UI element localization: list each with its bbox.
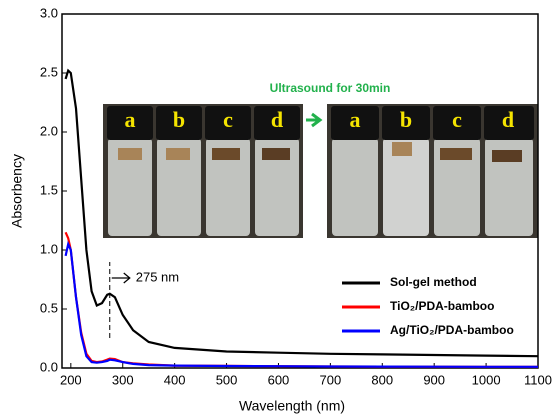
x-tick-label: 800 xyxy=(371,372,393,387)
vial-label: c xyxy=(452,107,462,132)
x-tick-label: 400 xyxy=(164,372,186,387)
x-tick-label: 600 xyxy=(268,372,290,387)
x-tick-label: 1100 xyxy=(524,372,552,387)
vial-label: b xyxy=(400,107,412,132)
vial-label: b xyxy=(173,107,185,132)
inset-caption: Ultrasound for 30min xyxy=(270,81,391,95)
vial-label: a xyxy=(350,107,361,132)
chart: Ultrasound for 30min Wavelength (nm) Abs… xyxy=(0,0,556,418)
y-tick-label: 0.5 xyxy=(40,300,58,315)
annotation-arrow xyxy=(112,273,130,283)
x-axis-title: Wavelength (nm) xyxy=(239,398,345,414)
y-tick-label: 1.5 xyxy=(40,182,58,197)
y-axis-title: Absorbency xyxy=(9,154,25,228)
x-tick-label: 500 xyxy=(216,372,238,387)
x-tick-label: 300 xyxy=(112,372,134,387)
vial-label: d xyxy=(271,107,283,132)
y-tick-label: 2.0 xyxy=(40,123,58,138)
y-tick-label: 2.5 xyxy=(40,64,58,79)
x-tick-label: 700 xyxy=(320,372,342,387)
y-tick-label: 1.0 xyxy=(40,241,58,256)
y-tick-label: 0.0 xyxy=(40,359,58,374)
legend-label: Sol-gel method xyxy=(390,275,477,289)
x-tick-label: 200 xyxy=(60,372,82,387)
inset-arrow xyxy=(306,114,320,126)
legend-label: TiO₂/PDA-bamboo xyxy=(390,299,494,313)
annotation-text: 275 nm xyxy=(136,269,179,284)
vial-label: d xyxy=(502,107,514,132)
y-tick-label: 3.0 xyxy=(40,5,58,20)
vial-label: c xyxy=(223,107,233,132)
legend-label: Ag/TiO₂/PDA-bamboo xyxy=(390,323,514,337)
x-tick-label: 1000 xyxy=(472,372,501,387)
vial-label: a xyxy=(125,107,136,132)
x-tick-label: 900 xyxy=(423,372,445,387)
